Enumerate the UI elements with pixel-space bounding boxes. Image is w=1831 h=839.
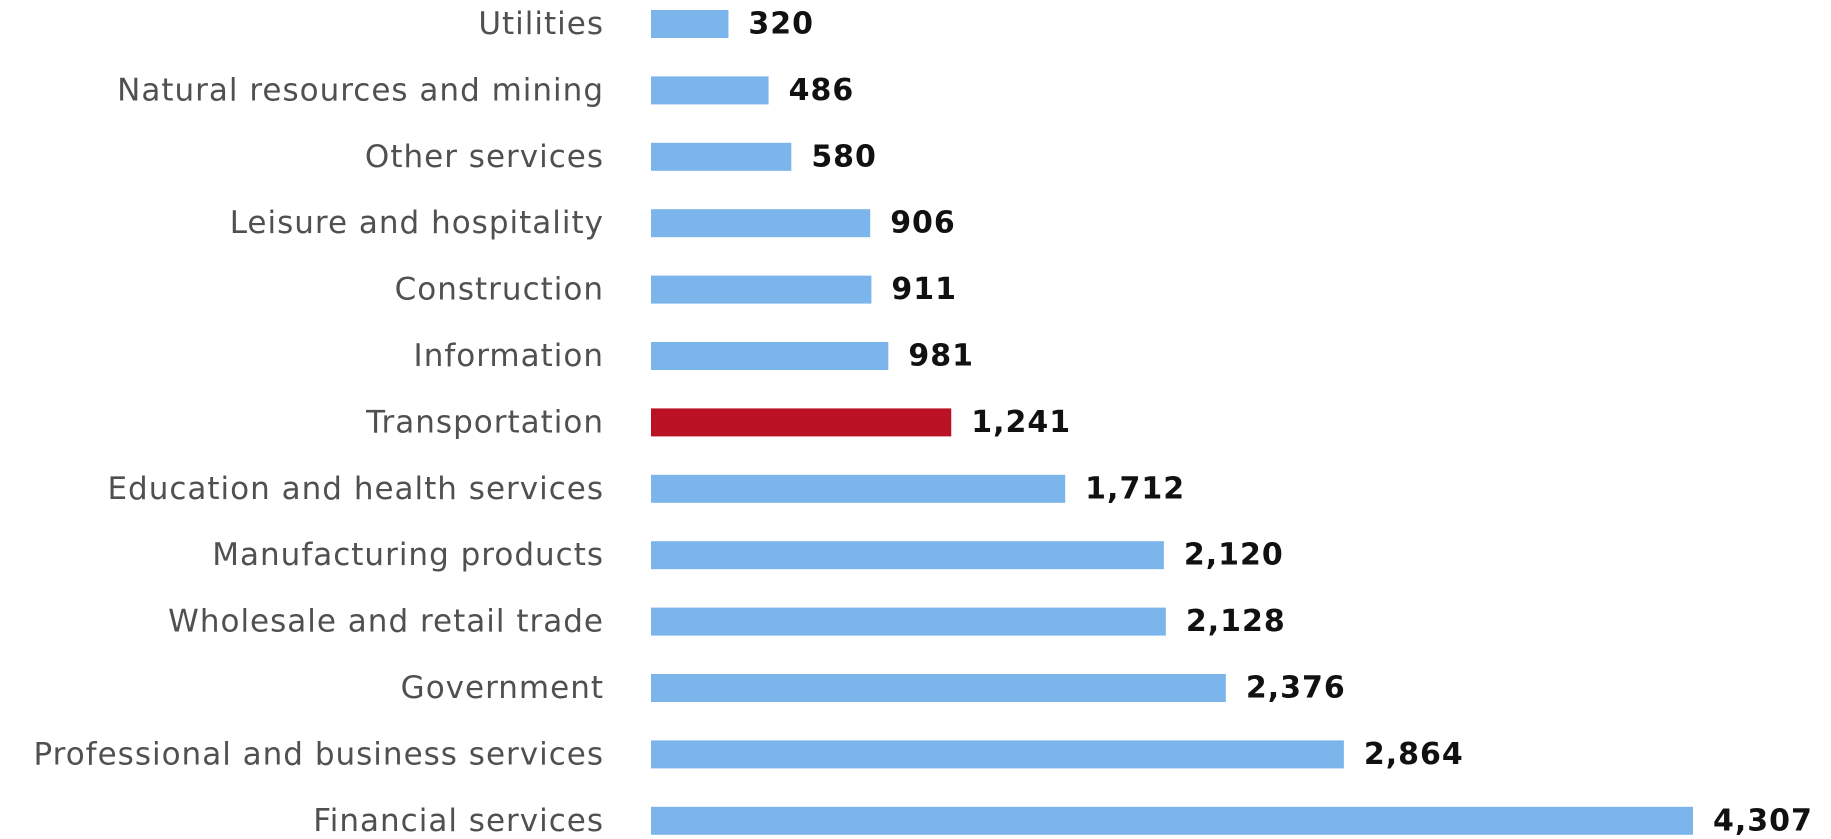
category-label: Construction xyxy=(395,272,604,308)
category-label: Transportation xyxy=(365,404,604,440)
value-label: 1,712 xyxy=(1085,471,1185,506)
category-label: Government xyxy=(401,670,604,706)
value-label: 2,128 xyxy=(1186,604,1286,639)
value-label: 2,864 xyxy=(1364,737,1464,772)
category-label: Professional and business services xyxy=(34,736,605,772)
bar xyxy=(651,474,1066,503)
category-label: Natural resources and mining xyxy=(117,72,604,108)
value-label: 1,241 xyxy=(971,405,1071,440)
category-label: Leisure and hospitality xyxy=(230,205,604,241)
category-label: Utilities xyxy=(478,6,604,42)
bar xyxy=(651,76,769,105)
bar xyxy=(651,674,1226,702)
category-label: Other services xyxy=(365,139,604,175)
bar xyxy=(651,806,1693,835)
category-label: Manufacturing products xyxy=(212,537,604,573)
bar xyxy=(651,541,1164,570)
bar xyxy=(651,10,729,38)
bar xyxy=(651,607,1166,636)
bar-highlighted xyxy=(651,408,952,437)
bar xyxy=(651,342,889,370)
bar xyxy=(651,209,871,238)
value-label: 486 xyxy=(789,73,855,108)
value-label: 4,307 xyxy=(1713,803,1813,838)
value-label: 2,376 xyxy=(1246,671,1346,706)
category-label: Financial services xyxy=(313,803,604,839)
bar xyxy=(651,142,792,171)
value-label: 911 xyxy=(891,272,957,307)
value-label: 906 xyxy=(890,206,956,241)
bar xyxy=(651,275,872,304)
category-label: Information xyxy=(414,338,604,374)
value-label: 981 xyxy=(908,339,974,374)
category-label: Education and health services xyxy=(107,471,604,507)
category-label: Wholesale and retail trade xyxy=(168,604,604,640)
value-label: 2,120 xyxy=(1184,538,1284,573)
bar xyxy=(651,740,1344,769)
value-label: 580 xyxy=(811,139,877,174)
value-label: 320 xyxy=(748,7,814,42)
